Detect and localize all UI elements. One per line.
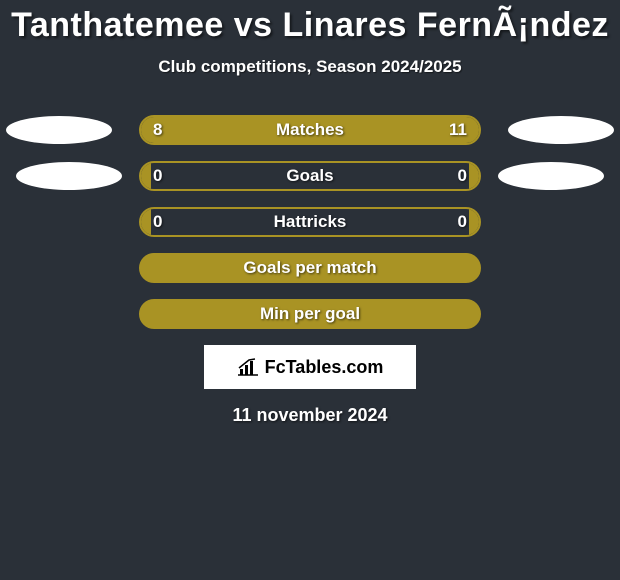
player-right-oval [498, 162, 604, 190]
stat-value-right: 11 [449, 117, 467, 143]
stat-label: Goals per match [141, 258, 479, 278]
stat-label: Min per goal [141, 304, 479, 324]
brand-box: FcTables.com [204, 345, 416, 389]
stat-label: Hattricks [141, 212, 479, 232]
player-left-oval [6, 116, 112, 144]
stat-bar: Goals per match [139, 253, 481, 283]
stat-bar: 8 Matches 11 [139, 115, 481, 145]
player-left-oval [16, 162, 122, 190]
comparison-rows: 8 Matches 11 0 Goals 0 0 Hattricks 0 Goa… [0, 115, 620, 329]
page-title: Tanthatemee vs Linares FernÃ¡ndez [0, 0, 620, 45]
stat-row: Min per goal [0, 299, 620, 329]
player-right-oval [508, 116, 614, 144]
stat-bar: 0 Goals 0 [139, 161, 481, 191]
stat-bar: 0 Hattricks 0 [139, 207, 481, 237]
stat-row: Goals per match [0, 253, 620, 283]
stat-label: Goals [141, 166, 479, 186]
stat-label: Matches [141, 120, 479, 140]
stat-bar: Min per goal [139, 299, 481, 329]
stat-row: 8 Matches 11 [0, 115, 620, 145]
page-subtitle: Club competitions, Season 2024/2025 [0, 57, 620, 77]
brand-label: FcTables.com [265, 357, 384, 378]
bar-chart-icon [237, 358, 259, 376]
stat-row: 0 Goals 0 [0, 161, 620, 191]
date-label: 11 november 2024 [0, 405, 620, 426]
stat-row: 0 Hattricks 0 [0, 207, 620, 237]
stat-value-right: 0 [458, 163, 467, 189]
stat-value-right: 0 [458, 209, 467, 235]
